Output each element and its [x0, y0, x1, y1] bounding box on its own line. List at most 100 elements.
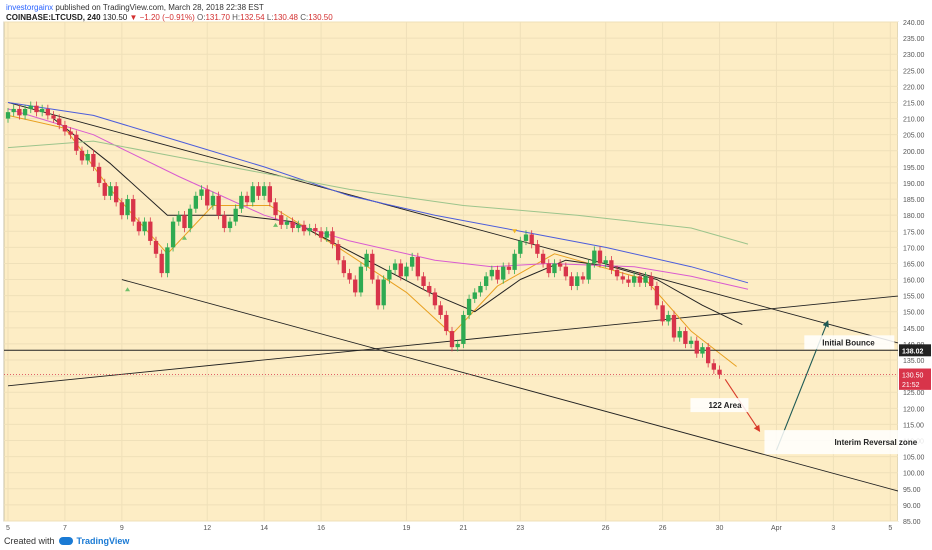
candle-body: [364, 253, 369, 267]
y-tick-label: 225.00: [903, 68, 925, 75]
annotation-label: 122 Area: [708, 401, 742, 410]
candle-body: [705, 347, 711, 364]
candle-body: [353, 279, 358, 293]
candle-body: [506, 266, 512, 270]
candle-body: [438, 305, 443, 315]
y-tick-label: 190.00: [903, 181, 925, 188]
tradingview-brand[interactable]: TradingView: [76, 536, 130, 546]
candle-body: [227, 221, 233, 229]
y-tick-label: 165.00: [903, 261, 925, 268]
time-axis: [4, 521, 898, 533]
candle-body: [483, 276, 489, 286]
chart-header: investorgainx published on TradingView.c…: [6, 3, 333, 23]
candle-body: [113, 186, 119, 203]
candle-body: [631, 276, 637, 283]
y-tick-label: 230.00: [903, 52, 925, 59]
signal-marker: [273, 222, 279, 227]
candle-body: [222, 215, 227, 229]
created-with-label: Created with: [4, 536, 55, 546]
x-tick-label: 12: [203, 525, 211, 532]
candle-body: [187, 208, 193, 229]
y-tick-label: 200.00: [903, 149, 925, 156]
candle-body: [501, 266, 506, 280]
candle-body: [529, 234, 534, 245]
candle-body: [261, 186, 267, 196]
y-tick-label: 240.00: [903, 20, 925, 27]
candle-body: [643, 276, 648, 283]
y-tick-label: 235.00: [903, 36, 925, 43]
candle-body: [552, 263, 557, 274]
candle-body: [153, 240, 159, 254]
candle-body: [392, 263, 398, 270]
plot-area: [4, 101, 898, 492]
candle-body: [142, 221, 147, 232]
signal-marker: [125, 287, 131, 292]
x-tick-label: 9: [120, 525, 124, 532]
publish-line: investorgainx published on TradingView.c…: [6, 3, 333, 13]
annotation-label: Initial Bounce: [822, 338, 875, 347]
symbol-label[interactable]: COINBASE:LTCUSD, 240: [6, 13, 101, 22]
candle-body: [694, 340, 699, 354]
candle-body: [182, 215, 187, 229]
x-tick-label: 5: [6, 525, 10, 532]
candle-body: [575, 276, 580, 286]
candle-body: [700, 347, 705, 354]
y-tick-label: 135.00: [903, 358, 925, 365]
x-tick-label: 23: [516, 525, 524, 532]
trendline: [7, 102, 898, 344]
candle-body: [159, 253, 164, 274]
close-label: C:: [300, 13, 309, 22]
x-tick-label: 26: [659, 525, 667, 532]
candle-body: [148, 221, 153, 241]
candle-body: [165, 247, 170, 274]
x-tick-label: 21: [459, 525, 467, 532]
candle-body: [569, 276, 574, 286]
candle-body: [637, 276, 643, 283]
candle-body: [256, 186, 261, 196]
signal-marker: [512, 229, 518, 234]
candle-body: [404, 266, 409, 277]
y-tick-label: 175.00: [903, 229, 925, 236]
candle-body: [557, 263, 563, 267]
candle-body: [216, 195, 221, 216]
author-link[interactable]: investorgainx: [6, 3, 54, 12]
candle-body: [273, 202, 278, 216]
candle-body: [96, 166, 102, 183]
y-tick-label: 90.00: [903, 503, 921, 510]
candle-body: [296, 224, 301, 229]
candle-body: [318, 231, 324, 238]
x-tick-label: 14: [260, 525, 268, 532]
y-tick-label: 155.00: [903, 294, 925, 301]
candle-body: [335, 244, 341, 261]
candle-body: [176, 215, 181, 222]
candle-body: [614, 269, 620, 277]
candle-body: [381, 279, 386, 306]
candle-body: [666, 314, 671, 322]
price-change: ▼ −1.20 (−0.91%): [129, 13, 195, 22]
open-label: O:: [197, 13, 206, 22]
ma-line-ma_green: [7, 140, 749, 245]
annotation-box: [690, 398, 749, 413]
candle-body: [131, 199, 136, 222]
candle-body: [5, 112, 11, 119]
annotation-label: Interim Reversal zone: [834, 438, 917, 447]
candle-body: [68, 131, 73, 135]
last-price: 130.50: [102, 13, 128, 22]
y-tick-label: 120.00: [903, 406, 925, 413]
candle-body: [427, 285, 432, 293]
candle-body: [512, 253, 517, 270]
y-tick-label: 105.00: [903, 455, 925, 462]
candle-body: [244, 195, 250, 203]
trendline: [121, 279, 898, 492]
candle-body: [461, 314, 466, 344]
y-tick-label: 85.00: [903, 519, 921, 526]
y-tick-label: 145.00: [903, 326, 925, 333]
y-tick-label: 185.00: [903, 197, 925, 204]
candle-body: [563, 266, 569, 277]
candle-body: [609, 260, 614, 270]
candle-body: [455, 343, 460, 348]
candle-body: [387, 269, 392, 280]
y-tick-label: 115.00: [903, 422, 924, 429]
candle-body: [717, 369, 722, 375]
